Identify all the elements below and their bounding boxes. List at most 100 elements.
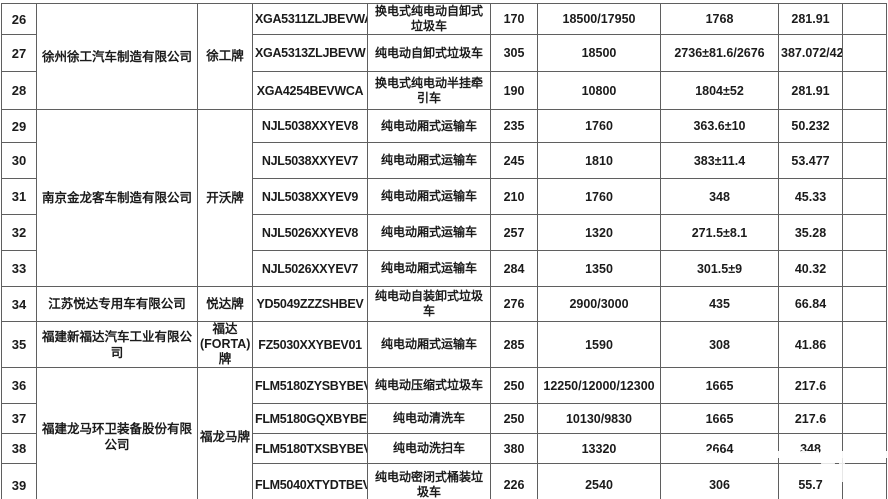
type-cell: 纯电动洗扫车 (367, 433, 491, 464)
model-cell: XGA5313ZLJBEVW (252, 34, 368, 72)
model-cell: FLM5180GQXBYBEV (252, 403, 368, 434)
value-cell: 1590 (537, 321, 661, 368)
company-cell: 南京金龙客车制造有限公司 (36, 109, 198, 287)
table-row: 36 福建龙马环卫装备股份有限公司 福龙马牌 FLM5180ZYSBYBEVK … (1, 367, 887, 499)
value-cell: 285 (490, 321, 538, 368)
value-cell: 308 (660, 321, 779, 368)
table-row: 39 FLM5040XTYDTBEV 纯电动密闭式桶装垃圾车 226 2540 … (1, 463, 887, 499)
row-number-cell: 32 (1, 214, 37, 251)
value-cell: 348 (660, 178, 779, 215)
row-number-cell: 29 (1, 109, 37, 143)
value-cell: 306 (660, 463, 779, 499)
value-cell: 2664 (660, 433, 779, 464)
model-cell: NJL5038XXYEV7 (252, 142, 368, 179)
value-cell: 226 (490, 463, 538, 499)
brand-cell: 悦达牌 (197, 286, 253, 322)
value-cell: 245 (490, 142, 538, 179)
value-cell: 190 (490, 71, 538, 110)
empty-cell (842, 142, 887, 179)
empty-cell (842, 34, 887, 72)
model-cell: XGA5311ZLJBEVWA (252, 3, 368, 35)
value-cell: 210 (490, 178, 538, 215)
row-number-cell: 30 (1, 142, 37, 179)
empty-cell (842, 71, 887, 110)
value-cell: 66.84 (778, 286, 843, 322)
table-row: 33 NJL5026XXYEV7 纯电动厢式运输车 284 1350 301.5… (1, 250, 887, 287)
company-cell: 江苏悦达专用车有限公司 (36, 286, 198, 322)
value-cell: 18500/17950 (537, 3, 661, 35)
model-cell: NJL5026XXYEV7 (252, 250, 368, 287)
type-cell: 纯电动自装卸式垃圾车 (367, 286, 491, 322)
value-cell: 1768 (660, 3, 779, 35)
model-cell: FLM5180TXSBYBEV (252, 433, 368, 464)
model-cell: XGA4254BEVWCA (252, 71, 368, 110)
type-cell: 纯电动厢式运输车 (367, 109, 491, 143)
value-cell: 1350 (537, 250, 661, 287)
empty-cell (842, 214, 887, 251)
value-cell: 35.28 (778, 214, 843, 251)
row-number-cell: 35 (1, 321, 37, 368)
value-cell: 271.5±8.1 (660, 214, 779, 251)
value-cell: 235 (490, 109, 538, 143)
type-cell: 纯电动厢式运输车 (367, 214, 491, 251)
table-row: 38 FLM5180TXSBYBEV 纯电动洗扫车 380 13320 2664… (1, 433, 887, 464)
value-cell: 250 (490, 403, 538, 434)
type-cell: 纯电动自卸式垃圾车 (367, 34, 491, 72)
brand-cell: 福达(FORTA)牌 (197, 321, 253, 368)
type-cell: 换电式纯电动自卸式垃圾车 (367, 3, 491, 35)
empty-cell (842, 250, 887, 287)
model-cell: YD5049ZZZSHBEV (252, 286, 368, 322)
model-cell: FZ5030XXYBEV01 (252, 321, 368, 368)
value-cell: 363.6±10 (660, 109, 779, 143)
empty-cell (842, 463, 887, 499)
value-cell: 55.7 (778, 463, 843, 499)
row-number-cell: 31 (1, 178, 37, 215)
value-cell: 1320 (537, 214, 661, 251)
value-cell: 257 (490, 214, 538, 251)
value-cell: 217.6 (778, 403, 843, 434)
row-number-cell: 27 (1, 34, 37, 72)
value-cell: 10130/9830 (537, 403, 661, 434)
empty-cell (842, 433, 887, 464)
table-row: 26 徐州徐工汽车制造有限公司 徐工牌 XGA5311ZLJBEVWA 换电式纯… (1, 3, 887, 110)
vehicle-table: 26 徐州徐工汽车制造有限公司 徐工牌 XGA5311ZLJBEVWA 换电式纯… (1, 3, 887, 499)
value-cell: 2540 (537, 463, 661, 499)
table-row: 27 XGA5313ZLJBEVW 纯电动自卸式垃圾车 305 18500 27… (1, 34, 887, 72)
value-cell: 1760 (537, 178, 661, 215)
model-cell: FLM5040XTYDTBEV (252, 463, 368, 499)
value-cell: 53.477 (778, 142, 843, 179)
value-cell: 380 (490, 433, 538, 464)
value-cell: 250 (490, 367, 538, 404)
brand-cell: 开沃牌 (197, 109, 253, 287)
empty-cell (842, 178, 887, 215)
row-number-cell: 38 (1, 433, 37, 464)
type-cell: 纯电动清洗车 (367, 403, 491, 434)
company-cell: 徐州徐工汽车制造有限公司 (36, 3, 198, 110)
table-row: 29 南京金龙客车制造有限公司 开沃牌 NJL5038XXYEV8 纯电动厢式运… (1, 109, 887, 287)
table-row: 32 NJL5026XXYEV8 纯电动厢式运输车 257 1320 271.5… (1, 214, 887, 251)
empty-cell (842, 403, 887, 434)
table-row: 28 XGA4254BEVWCA 换电式纯电动半挂牵引车 190 10800 1… (1, 71, 887, 110)
value-cell: 1760 (537, 109, 661, 143)
value-cell: 1810 (537, 142, 661, 179)
value-cell: 10800 (537, 71, 661, 110)
value-cell: 1665 (660, 403, 779, 434)
row-number-cell: 26 (1, 3, 37, 35)
empty-cell (842, 3, 887, 35)
row-number-cell: 34 (1, 286, 37, 322)
type-cell: 纯电动厢式运输车 (367, 250, 491, 287)
value-cell: 1665 (660, 367, 779, 404)
value-cell: 50.232 (778, 109, 843, 143)
value-cell: 281.91 (778, 71, 843, 110)
value-cell: 301.5±9 (660, 250, 779, 287)
type-cell: 纯电动密闭式桶装垃圾车 (367, 463, 491, 499)
brand-cell: 福龙马牌 (197, 367, 253, 499)
value-cell: 170 (490, 3, 538, 35)
empty-cell (842, 109, 887, 143)
type-cell: 纯电动厢式运输车 (367, 178, 491, 215)
type-cell: 纯电动压缩式垃圾车 (367, 367, 491, 404)
value-cell: 305 (490, 34, 538, 72)
brand-cell: 徐工牌 (197, 3, 253, 110)
empty-cell (842, 286, 887, 322)
